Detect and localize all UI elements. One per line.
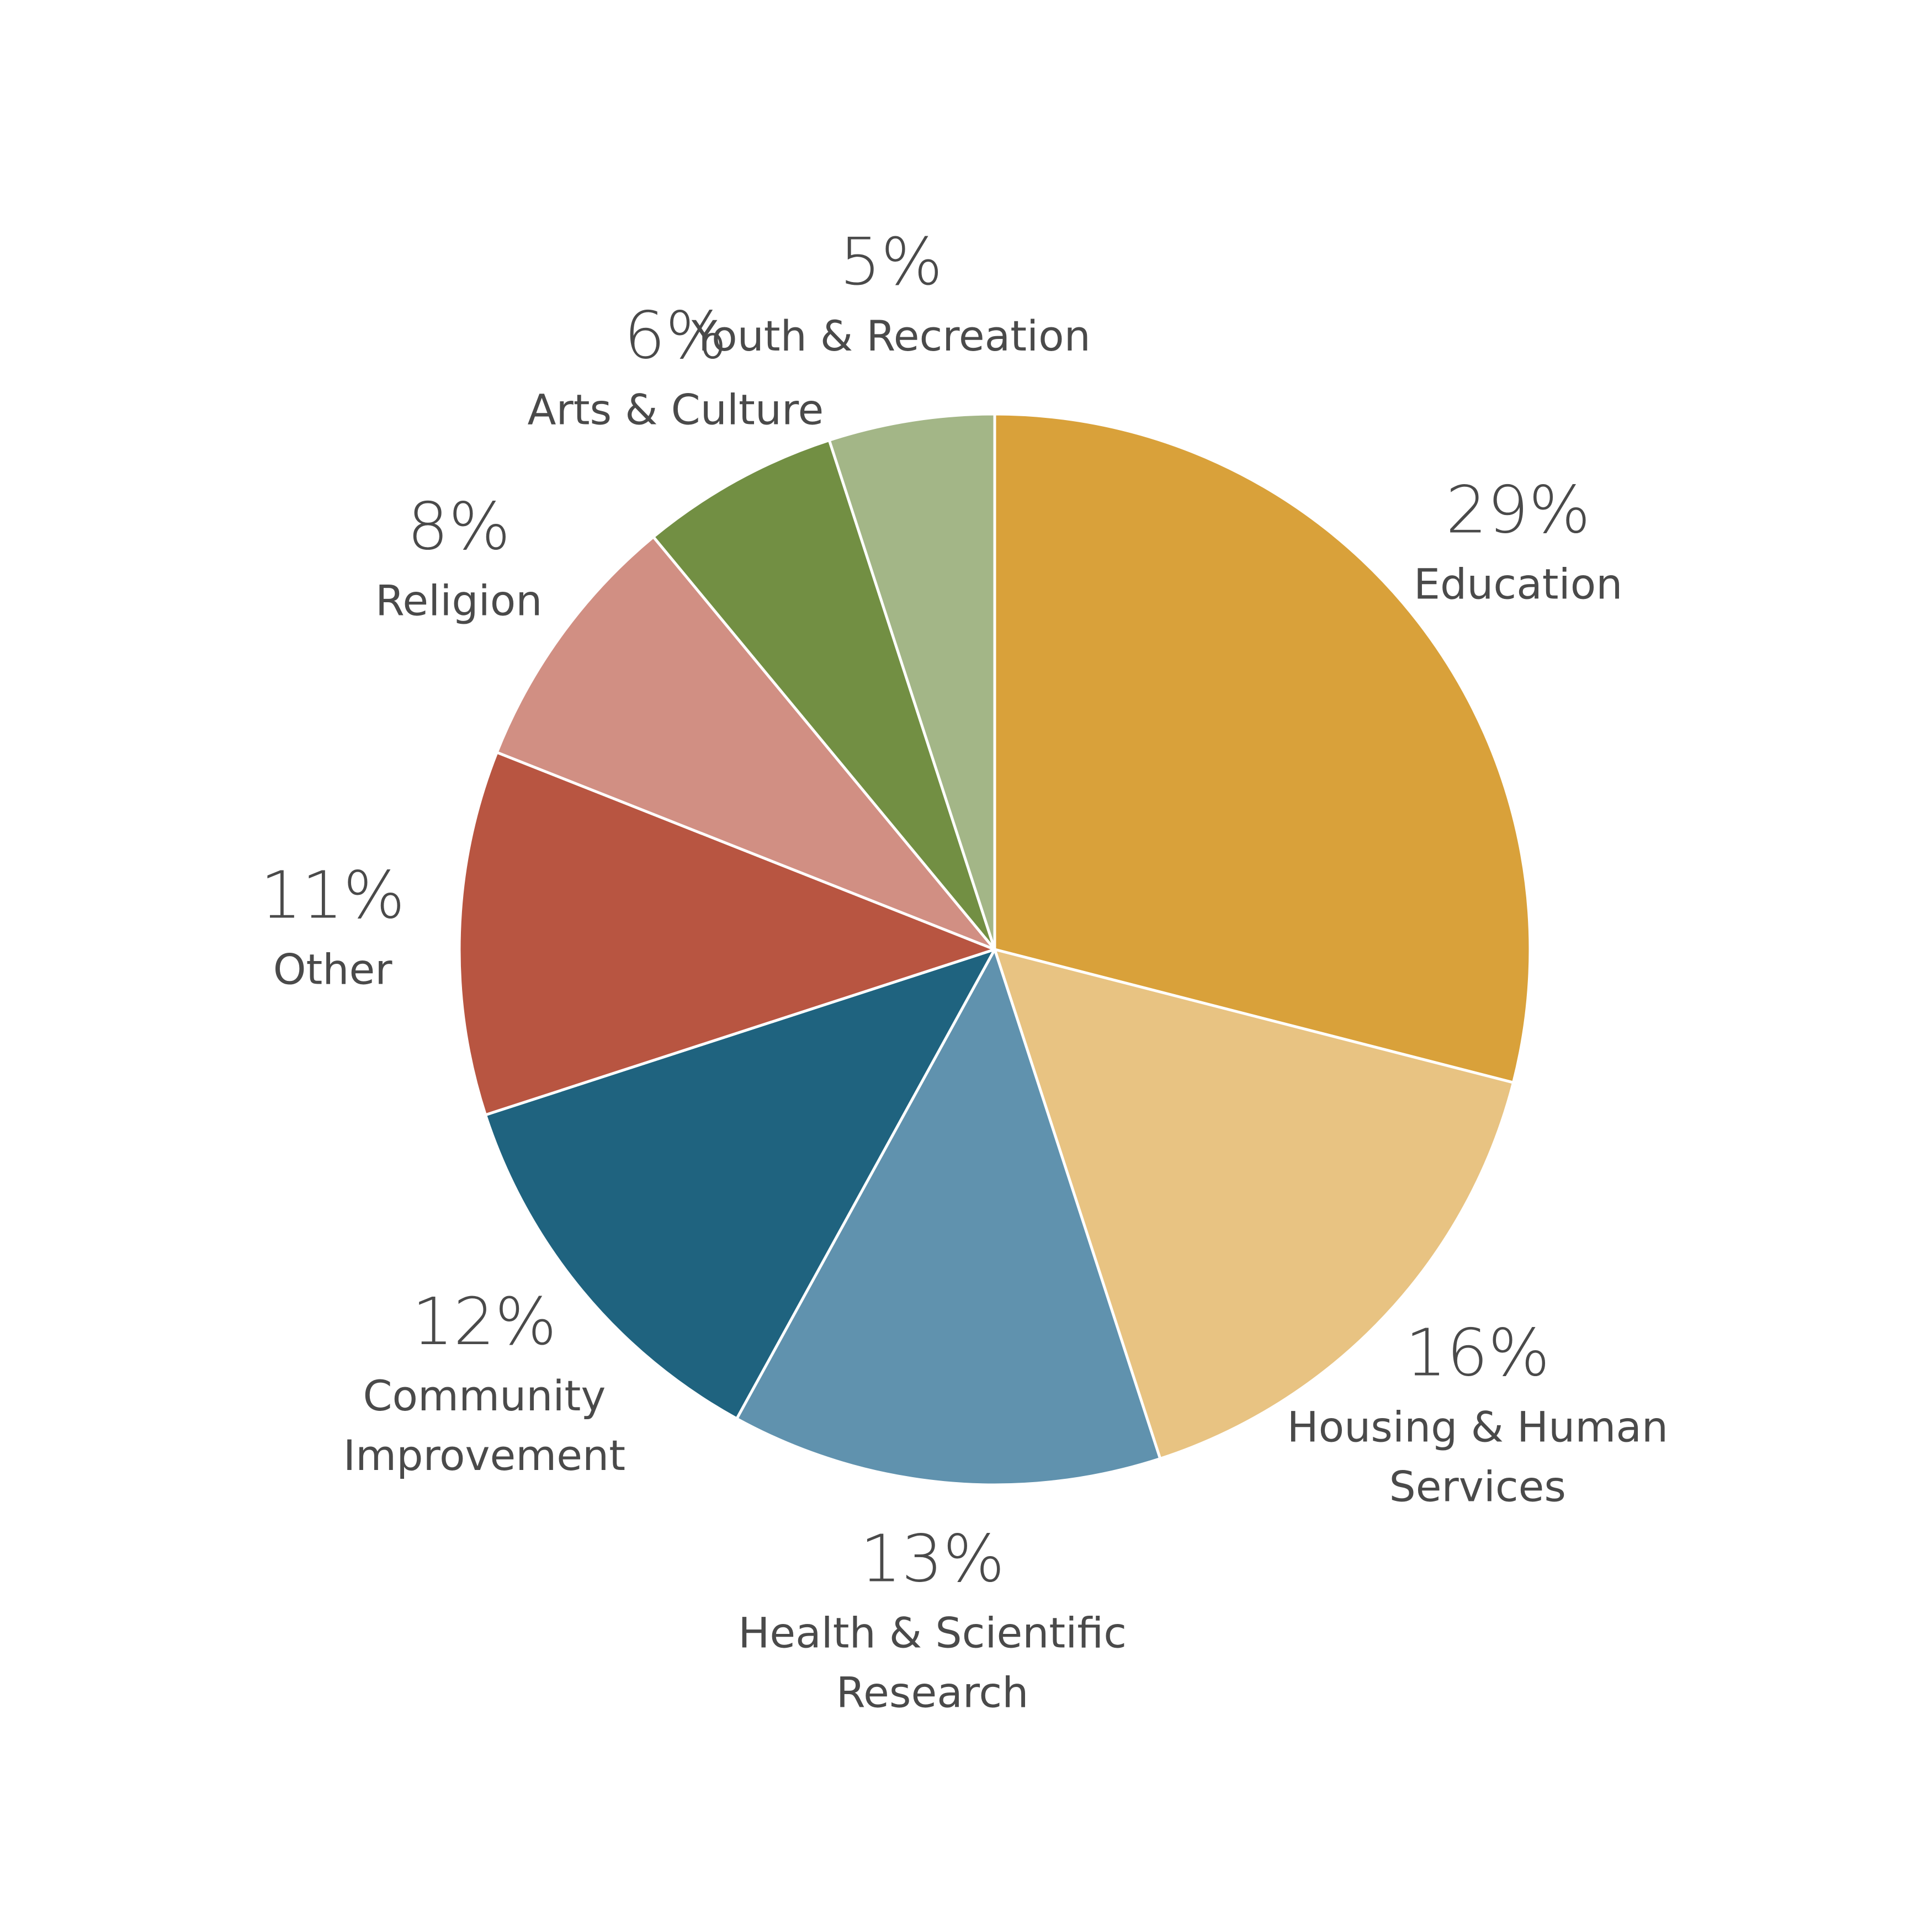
pie-slice-category-housing-and-human-services-line-2: Services bbox=[1389, 1462, 1566, 1511]
pie-slice-percent-religion: 8% bbox=[407, 489, 511, 565]
pie-slice-category-religion: Religion bbox=[375, 576, 542, 625]
pie-slice-percent-arts-and-culture: 6% bbox=[624, 297, 727, 373]
pie-slice-percent-community-improvement: 12% bbox=[412, 1283, 556, 1360]
pie-slice-arts-and-culture bbox=[652, 438, 996, 951]
pie-slice-community-improvement bbox=[484, 948, 996, 1420]
pie-slice-religion bbox=[495, 535, 996, 951]
pie-slice-percent-education: 29% bbox=[1446, 472, 1590, 548]
pie-slice-category-community-improvement-line-2: Improvement bbox=[343, 1431, 625, 1480]
pie-slice-percent-other: 11% bbox=[260, 857, 405, 933]
pie-slice-other bbox=[458, 751, 996, 1117]
pie-slice-youth-and-recreation bbox=[827, 412, 996, 951]
pie-slice-housing-and-human-services bbox=[993, 948, 1515, 1461]
pie-slice-category-health-and-scientific-research-line-1: Health & Scientific bbox=[738, 1609, 1127, 1658]
pie-slice-category-youth-and-recreation: Youth & Recreation bbox=[691, 311, 1091, 360]
pie-labels: 29% Education 16% Housing & Human Services 13… bbox=[260, 224, 1668, 1717]
pie-slice-education bbox=[993, 412, 1532, 1084]
pie-slice-percent-health-and-scientific-research: 13% bbox=[860, 1521, 1005, 1597]
pie-slice-category-health-and-scientific-research-line-2: Research bbox=[836, 1668, 1029, 1717]
pie-slice-category-education: Education bbox=[1414, 560, 1622, 609]
pie-slice-percent-housing-and-human-services: 16% bbox=[1405, 1315, 1550, 1391]
pie-slice-percent-youth-and-recreation: 5% bbox=[840, 224, 943, 300]
pie-slice-category-housing-and-human-services-line-1: Housing & Human bbox=[1287, 1403, 1668, 1452]
pie-slice-category-other: Other bbox=[273, 944, 393, 994]
pie-slice-health-and-scientific-research bbox=[735, 948, 1162, 1487]
pie-slice-category-community-improvement-line-1: Community bbox=[363, 1371, 606, 1420]
pie-slices bbox=[458, 412, 1532, 1487]
pie-slice-category-arts-and-culture: Arts & Culture bbox=[527, 385, 824, 434]
